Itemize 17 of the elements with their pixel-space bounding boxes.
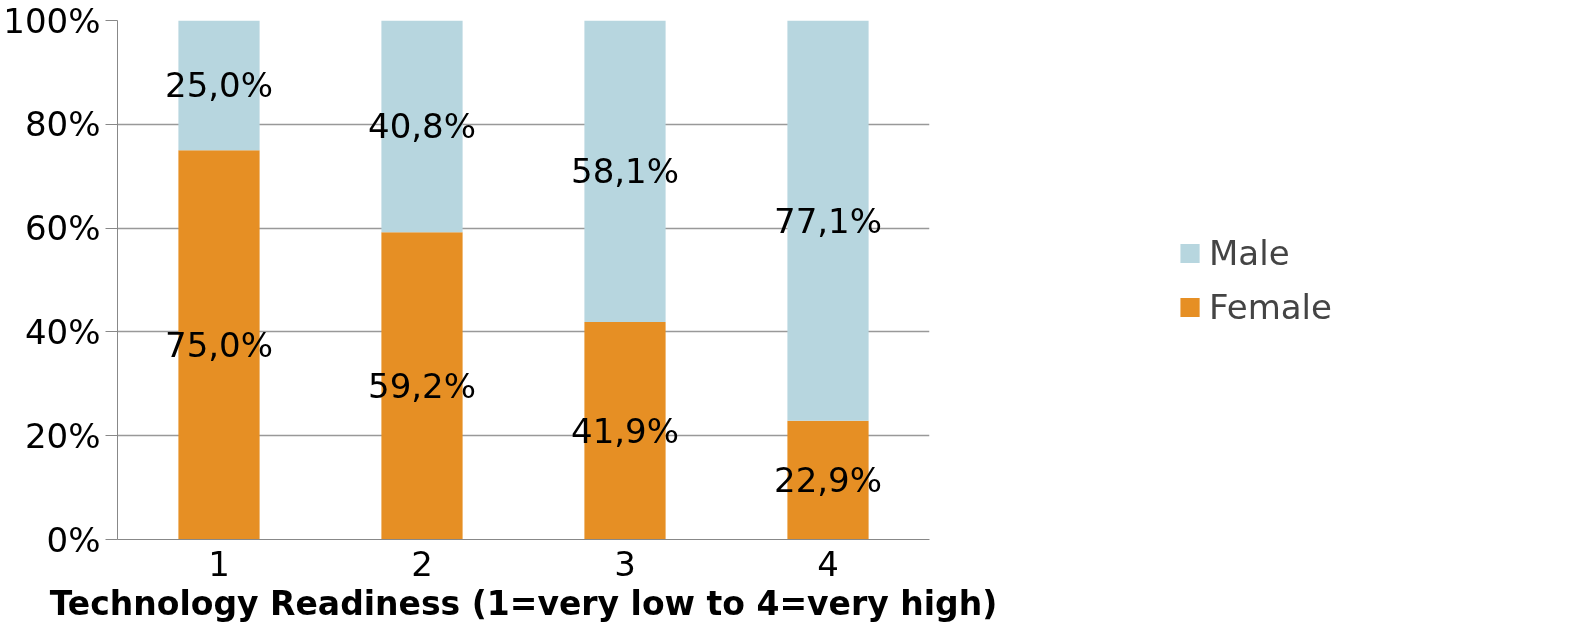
y-tick-label: 40% [24,311,101,352]
x-tick-label: 2 [411,543,433,584]
x-axis-title: Technology Readiness (1=very low to 4=very high) [49,583,998,623]
y-tick-label: 20% [24,415,101,456]
y-tick-label: 0% [46,519,101,560]
legend-label: Female [1209,286,1332,327]
y-tick-label: 60% [24,208,101,249]
x-tick-label: 4 [817,543,839,584]
y-tick-label: 100% [3,0,101,41]
y-tick-label: 80% [24,104,101,145]
x-tick-label: 1 [208,543,230,584]
data-label: 25,0% [165,65,274,106]
data-label: 77,1% [774,200,883,241]
legend-label: Male [1209,232,1290,273]
data-label: 58,1% [571,151,680,192]
x-tick-label: 3 [614,543,636,584]
data-label: 40,8% [368,106,477,147]
